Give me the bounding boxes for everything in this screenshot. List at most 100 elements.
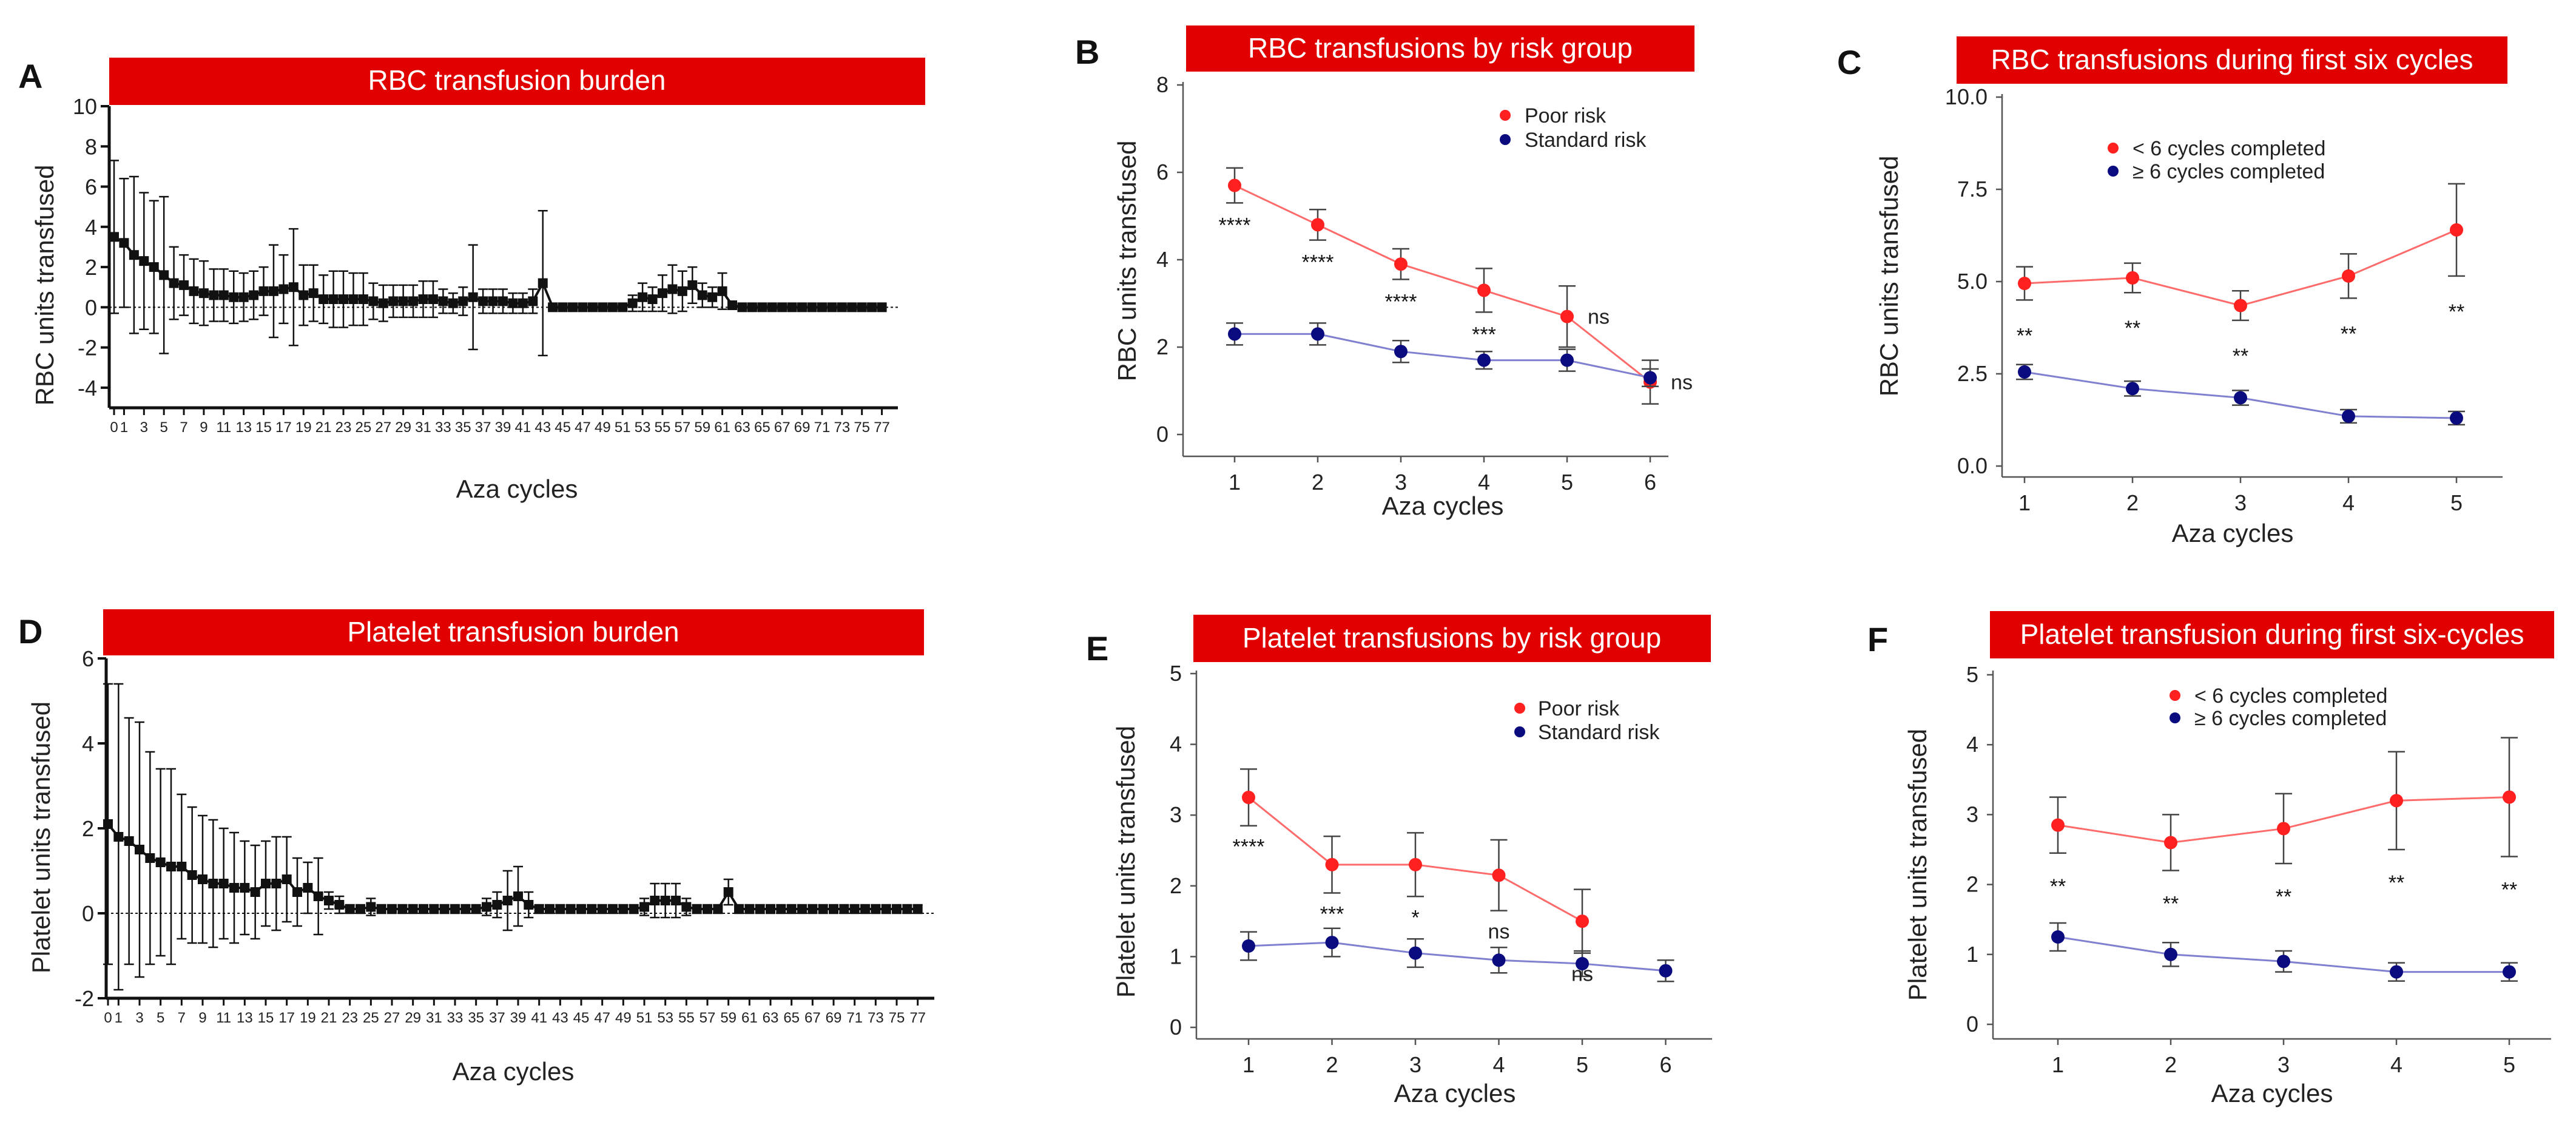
panel-d-point [166,862,176,871]
panel-b-series-1-point [1311,327,1324,341]
panel-a-point [657,288,667,299]
panel-a-ytick-label: 8 [85,134,97,159]
panel-a-point [278,284,289,294]
panel-d-point [271,879,282,888]
panel-a-xtick-label: 51 [615,419,631,436]
panel-a-point [328,294,339,305]
panel-a-xtick-label: 59 [694,419,710,436]
panel-e-significance-4: ns [1488,921,1510,944]
panel-d-point [524,900,534,910]
panel-b-significance-1: **** [1219,214,1251,237]
panel-b-xtick-label: 3 [1395,470,1407,495]
panel-e-ytick-label: 5 [1170,661,1182,686]
panel-c-ytick-label: 0.0 [1957,453,1988,478]
panel-e-xtick-label: 3 [1409,1052,1421,1077]
panel-d-series-line [107,823,918,910]
panel-d-point [103,819,113,829]
panel-e-series-1-line [1248,941,1666,972]
panel-a-point [388,296,399,306]
panel-a-xtick-label: 33 [435,419,451,436]
panel-b-xtick-label: 1 [1229,470,1241,495]
panel-d-point [113,832,124,842]
panel-d-xtick-label: 57 [700,1010,716,1026]
panel-f-xlabel: Aza cycles [2211,1079,2333,1107]
panel-d-point [450,904,460,914]
panel-a-point [687,280,698,290]
panel-d-xtick-label: 71 [846,1010,863,1026]
panel-a-point [339,294,349,305]
panel-d-point [408,904,418,914]
panel-c-ytick-label: 5.0 [1957,269,1988,294]
panel-d-point [198,874,207,884]
panel-e-banner [1193,615,1711,662]
panel-e-xlabel: Aza cycles [1394,1079,1516,1107]
panel-a-point [548,302,558,313]
panel-d-point [755,904,765,914]
panel-e-significance-2: *** [1320,902,1344,925]
panel-b-significance-3: **** [1385,290,1417,313]
panel-a-point [558,302,568,313]
panel-e-series-0-point [1492,868,1506,882]
panel-a-xtick-label: 17 [275,419,292,436]
panel-d-point [502,896,513,905]
panel-a-xtick-label: 73 [834,419,850,436]
panel-d-point [324,896,334,905]
panel-a-xtick-label: 1 [120,419,128,436]
panel-d-xtick-label: 0 [104,1010,112,1026]
panel-a-point [209,290,219,300]
panel-b-xtick-label: 6 [1644,470,1656,495]
panel-a-point [119,238,129,248]
panel-d-point [250,887,260,897]
panel-b-series-0-point [1560,309,1574,323]
panel-d-point [650,896,660,905]
panel-f-series-1-point [2503,965,2516,979]
panel-a-point [418,294,428,305]
panel-d: D Platelet transfusion burden Aza cycles… [18,609,924,1086]
panel-d-point [576,904,586,914]
panel-d-point [902,904,912,914]
panel-c-series-0-point [2342,269,2355,283]
panel-d-ytick-label: 2 [82,816,94,841]
panel-d-point [439,904,450,914]
panel-b-legend-poor: Poor risk [1525,104,1607,127]
panel-a-point [847,302,857,313]
panel-d-point [692,904,702,914]
panel-a-point [787,302,797,313]
panel-e-significance-5: ns [1571,963,1593,986]
panel-a-point [737,302,747,313]
panel-b-series-1-point [1228,327,1241,341]
panel-a-point [867,302,877,313]
panel-a-point [797,302,808,313]
panel-a-point [428,294,438,305]
panel-d-point [744,904,755,914]
panel-c-significance-4: ** [2341,322,2356,345]
panel-f-xtick-label: 2 [2165,1052,2177,1077]
panel-d-point [218,879,229,888]
panel-f-series-0-point [2277,822,2290,836]
panel-a-xtick-label: 27 [375,419,391,436]
panel-a: A RBC transfusion burden Aza cycles RBC … [18,57,925,503]
panel-f-xtick-label: 5 [2503,1052,2515,1077]
panel-f-ytick-label: 0 [1966,1012,1978,1036]
panel-a-xtick-label: 67 [774,419,791,436]
panel-d-xtick-label: 13 [237,1010,253,1026]
panel-a-point [149,262,159,272]
panel-d-xtick-label: 41 [531,1010,547,1026]
panel-f-series-1-point [2390,965,2403,979]
panel-a-point [627,298,638,308]
panel-d-xtick-label: 11 [216,1010,231,1026]
panel-d-point [629,904,639,914]
panel-a-xtick-label: 55 [655,419,671,436]
panel-d-point [829,904,838,914]
panel-d-point [513,891,523,901]
panel-f-series-0-point [2503,790,2516,804]
panel-d-point [786,904,797,914]
panel-e-xtick-label: 4 [1492,1052,1505,1077]
panel-b-series-0-point [1228,178,1241,192]
panel-d-point [555,904,565,914]
panel-a-point [189,286,199,296]
panel-b-series-0-point [1311,218,1324,232]
panel-a-point [458,296,468,306]
panel-b-ylabel: RBC units transfused [1113,141,1141,382]
